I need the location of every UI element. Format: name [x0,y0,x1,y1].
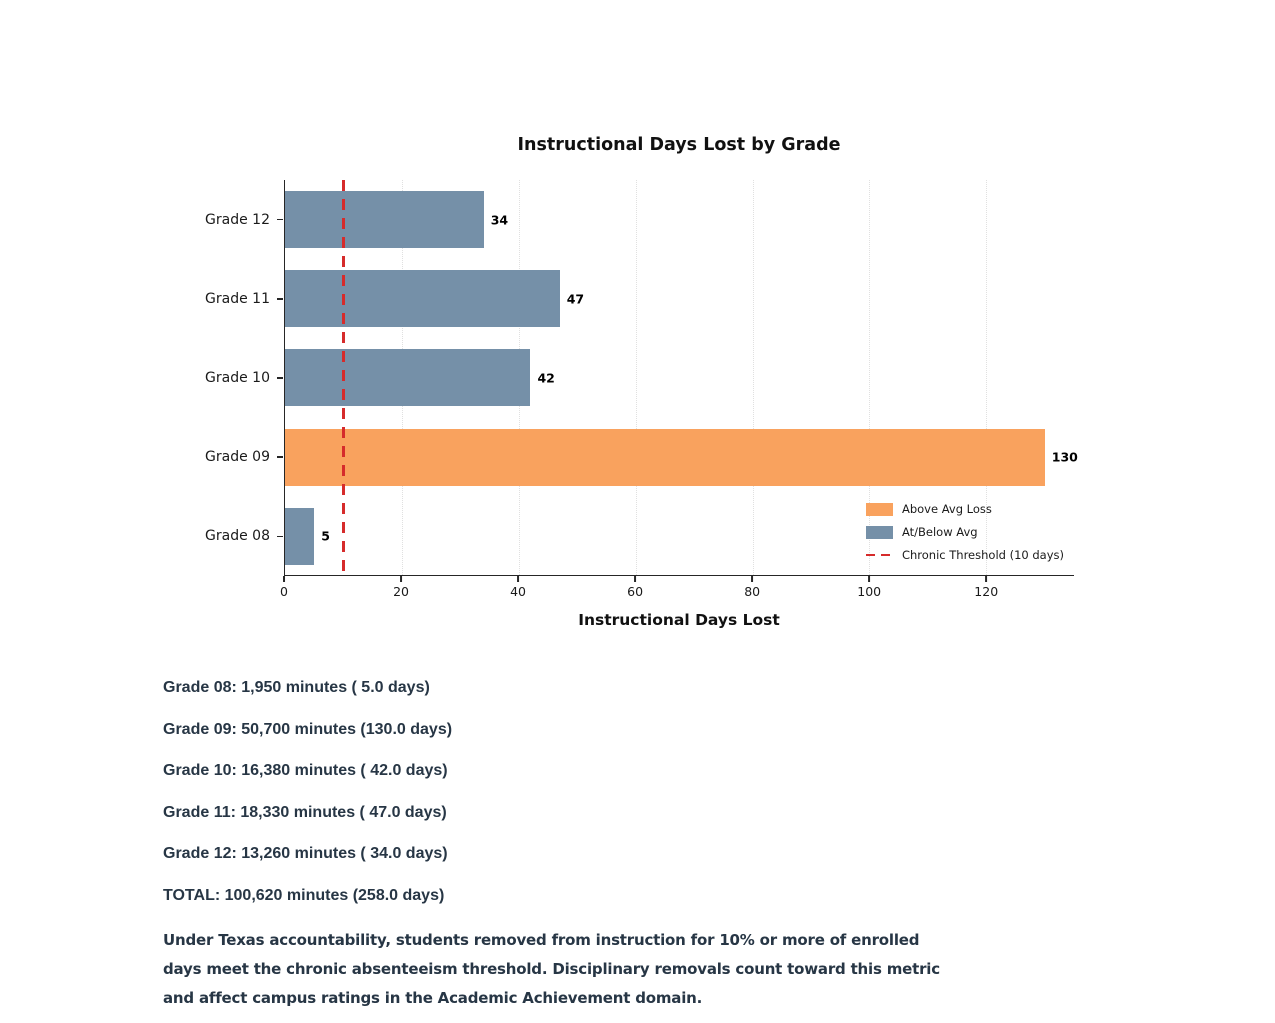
footnote-line: Under Texas accountability, students rem… [163,931,920,949]
y-tick [277,456,284,458]
summary-line: Grade 09: 50,700 minutes (130.0 days) [163,720,453,738]
bar-value-label: 47 [566,291,585,307]
bar [285,191,484,248]
y-axis-label: Grade 09 [205,449,270,466]
bar [285,507,315,565]
x-tick: 40 [510,576,526,599]
y-tick [277,218,284,221]
x-tick-mark [517,576,519,582]
legend-label: Chronic Threshold (10 days) [901,548,1064,562]
y-tick [277,535,284,538]
footnote-line: days meet the chronic absenteeism thresh… [163,960,940,978]
x-tick-mark [985,576,988,582]
bar-chart: Instructional Days Lost by Grade Grade 1… [205,134,1078,629]
legend-item: At/Below Avg [865,525,1064,539]
x-tick-mark [751,576,753,582]
bar-value-label: 5 [321,528,330,544]
y-tick [277,377,284,379]
bar-row: Grade 08 5 [205,497,1074,576]
legend-swatch-threshold-dash [865,553,893,557]
x-axis-title: Instructional Days Lost [578,611,780,629]
grid-line [752,180,754,575]
legend-item: Chronic Threshold (10 days) [865,548,1064,562]
y-tick [277,297,284,300]
bar-row: Grade 12 34 [205,180,1074,259]
summary-text-block: Grade 08: 1,950 minutes ( 5.0 days) Grade… [163,679,452,928]
y-axis-label: Grade 08 [205,528,270,545]
x-tick-label: 80 [744,584,761,599]
bar-row: Grade 10 42 [205,338,1074,417]
x-tick-mark [868,576,870,582]
bar-value-label: 42 [537,370,555,386]
x-tick: 20 [393,576,409,599]
legend-label: At/Below Avg [901,525,978,539]
grid-line [635,180,637,575]
x-tick-label: 40 [510,584,527,599]
legend-item: Above Avg Loss [865,502,1064,516]
x-tick: 100 [857,576,881,599]
bar [285,349,531,407]
summary-line: TOTAL: 100,620 minutes (258.0 days) [163,886,445,904]
summary-line: Grade 10: 16,380 minutes ( 42.0 days) [163,762,448,779]
x-tick: 60 [627,576,643,599]
grid-line [869,180,871,575]
y-axis-label: Grade 12 [205,211,270,228]
legend-label: Above Avg Loss [901,502,992,516]
x-tick: 120 [974,576,998,599]
bar [285,428,1045,486]
chart-title: Instructional Days Lost by Grade [517,135,841,155]
bar-row: Grade 11 47 [205,259,1074,338]
x-tick-label: 0 [280,584,288,599]
grid-line [986,180,988,575]
bar-value-label: 34 [490,212,509,228]
bar [285,270,560,328]
bar-value-label: 130 [1051,449,1078,465]
plot-area: Grade 12 34 Grade 11 47 Grade 10 42 Grade 09 13… [205,180,1078,576]
legend: Above Avg Loss At/Below Avg Chronic Thresh… [865,502,1064,562]
y-axis-label: Grade 11 [205,290,270,307]
x-tick: 0 [280,576,288,599]
x-tick-mark [634,576,636,582]
legend-swatch-above-avg [865,502,893,516]
x-tick-mark [400,576,402,582]
footnote-paragraph: Under Texas accountability, students rem… [163,926,940,1013]
x-tick-label: 100 [857,584,882,599]
summary-line: Grade 08: 1,950 minutes ( 5.0 days) [163,679,430,696]
x-tick: 80 [744,576,760,599]
legend-swatch-at-below-avg [865,525,893,539]
bar-row: Grade 09 130 [205,418,1078,497]
x-tick-label: 20 [393,584,409,599]
footnote-line: and affect campus ratings in the Academi… [163,989,703,1007]
x-tick-label: 60 [627,584,644,599]
x-tick-mark [283,576,285,582]
summary-line: Grade 11: 18,330 minutes ( 47.0 days) [163,803,447,821]
threshold-line [342,180,345,575]
y-axis-label: Grade 10 [205,369,270,386]
x-axis: 0 20 40 60 80 100 120 [280,576,1074,602]
summary-line: Grade 12: 13,260 minutes ( 34.0 days) [163,845,448,862]
x-tick-label: 120 [974,584,999,599]
